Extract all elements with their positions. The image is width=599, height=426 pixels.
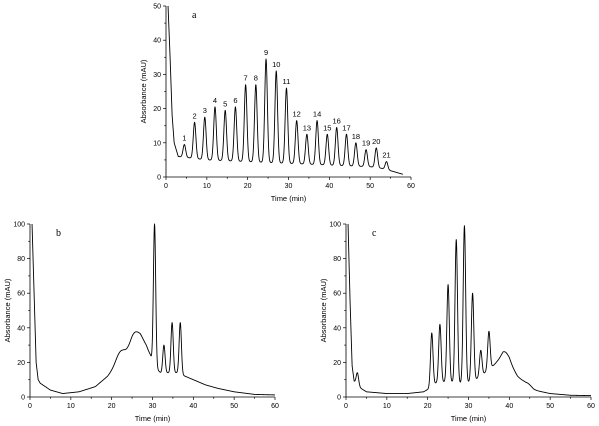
y-tick-label: 40 xyxy=(333,325,341,332)
peak-label: 11 xyxy=(283,77,291,86)
panel-a-ylabel: Absorbance (mAU) xyxy=(139,59,148,123)
peak-label: 3 xyxy=(203,106,207,115)
y-tick-label: 40 xyxy=(17,325,25,332)
peak-label: 1 xyxy=(182,134,186,143)
panel-a-trace xyxy=(167,5,404,175)
panel-c: c Time (min) Absorbance (mAU) 0 10 20 30 40 5… xyxy=(319,222,595,424)
peak-label: 16 xyxy=(333,116,341,125)
panel-c-trace xyxy=(347,223,592,397)
y-tick-label: 30 xyxy=(153,72,161,79)
x-tick-label: 50 xyxy=(230,403,238,410)
peak-label: 14 xyxy=(313,110,321,119)
x-tick-label: 60 xyxy=(587,403,595,410)
x-tick-label: 20 xyxy=(108,403,116,410)
x-tick-label: 40 xyxy=(505,403,513,410)
peak-label: 5 xyxy=(223,99,227,108)
panel-c-label: c xyxy=(372,228,377,239)
x-tick-label: 0 xyxy=(28,403,32,410)
x-tick-label: 40 xyxy=(325,183,333,190)
x-tick-label: 30 xyxy=(465,403,473,410)
peak-label: 19 xyxy=(362,139,370,148)
x-tick-label: 60 xyxy=(407,183,415,190)
panel-b-label: b xyxy=(56,228,61,239)
panel-c-ylabel: Absorbance (mAU) xyxy=(319,278,328,342)
x-tick-label: 60 xyxy=(271,403,279,410)
peak-label: 18 xyxy=(352,132,360,141)
peak-label: 9 xyxy=(264,48,268,57)
y-tick-label: 0 xyxy=(157,175,161,182)
x-tick-label: 10 xyxy=(203,183,211,190)
peak-label: 2 xyxy=(192,111,196,120)
y-tick-label: 100 xyxy=(329,222,341,229)
panel-b-ylabel: Absorbance (mAU) xyxy=(3,278,12,342)
x-tick-label: 10 xyxy=(67,403,75,410)
y-tick-label: 50 xyxy=(153,4,161,11)
x-tick-label: 50 xyxy=(366,183,374,190)
peak-label: 6 xyxy=(233,96,237,105)
y-tick-label: 10 xyxy=(153,140,161,147)
x-tick-label: 30 xyxy=(149,403,157,410)
panel-b-trace xyxy=(31,223,276,396)
peak-label: 15 xyxy=(323,123,331,132)
peak-label: 4 xyxy=(213,96,217,105)
x-tick-label: 50 xyxy=(546,403,554,410)
panel-c-xlabel: Time (min) xyxy=(451,414,487,423)
y-tick-label: 0 xyxy=(337,395,341,402)
peak-label: 13 xyxy=(303,123,311,132)
x-tick-label: 10 xyxy=(383,403,391,410)
y-tick-label: 60 xyxy=(333,291,341,298)
y-tick-label: 60 xyxy=(17,291,25,298)
x-tick-label: 20 xyxy=(244,183,252,190)
peak-label: 8 xyxy=(254,74,258,83)
y-tick-label: 100 xyxy=(13,222,25,229)
x-tick-label: 20 xyxy=(424,403,432,410)
x-tick-label: 30 xyxy=(285,183,293,190)
panel-a-label: a xyxy=(192,10,197,21)
y-tick-label: 20 xyxy=(17,360,25,367)
y-tick-label: 0 xyxy=(21,395,25,402)
panel-a-xlabel: Time (min) xyxy=(271,194,307,203)
y-tick-label: 80 xyxy=(17,256,25,263)
y-tick-label: 40 xyxy=(153,38,161,45)
panel-b: b Time (min) Absorbance (mAU) 0 10 20 30 40 5… xyxy=(3,222,279,424)
y-tick-label: 20 xyxy=(333,360,341,367)
panel-b-xlabel: Time (min) xyxy=(135,414,171,423)
peak-label: 21 xyxy=(382,151,390,160)
x-tick-label: 0 xyxy=(344,403,348,410)
peak-label: 12 xyxy=(292,110,300,119)
y-tick-label: 20 xyxy=(153,106,161,113)
peak-label: 20 xyxy=(372,137,380,146)
peak-label: 7 xyxy=(244,74,248,83)
peak-label: 17 xyxy=(342,123,350,132)
x-tick-label: 40 xyxy=(189,403,197,410)
x-tick-label: 0 xyxy=(164,183,168,190)
peak-label: 10 xyxy=(272,60,280,69)
y-tick-label: 80 xyxy=(333,256,341,263)
